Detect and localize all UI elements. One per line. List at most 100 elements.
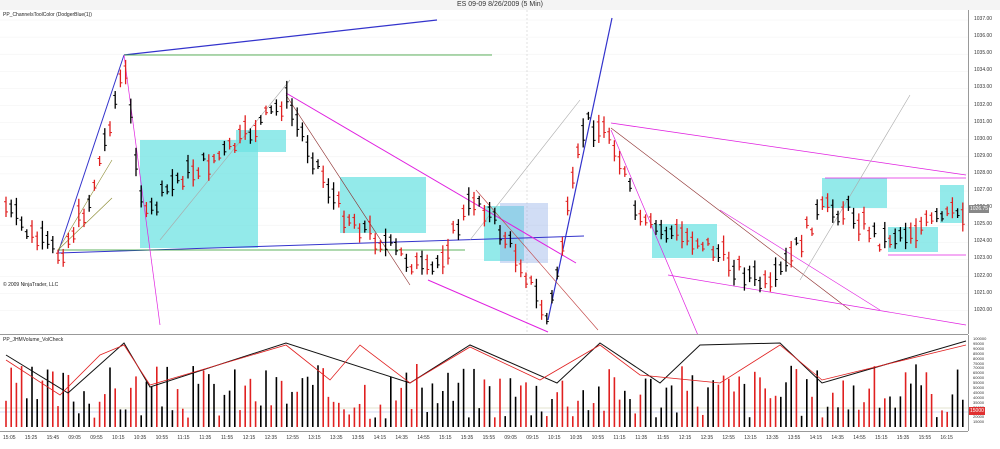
price-tick-label: 1035.00 (974, 50, 993, 57)
volume-tick-label: 70000 (973, 365, 985, 371)
trend-line (547, 17, 613, 321)
time-axis: 15:05 15:25 15:45 09:05 09:55 10:15 10:35 10:55… (0, 431, 968, 449)
time-tick-label: 15:25 (24, 435, 38, 441)
volume-tick-label: 45000 (973, 389, 985, 395)
price-tick-label: 1037.00 (974, 16, 993, 22)
trend-line (57, 54, 125, 254)
volume-axis: 100000 95000 90000 85000 80000 75000 70000 6500… (968, 335, 1000, 431)
time-tick-label: 13:55 (787, 435, 801, 441)
volume-panel[interactable]: PP_JHMVolume_VolCheck (0, 335, 968, 431)
price-tick-label: 1028.00 (974, 169, 993, 176)
time-tick-label: 13:15 (308, 435, 321, 441)
price-tick-label: 1023.00 (974, 255, 993, 262)
volume-tick-label: 15000 (973, 419, 985, 425)
price-tick-label: 1033.00 (974, 84, 993, 91)
trend-line (285, 94, 411, 286)
current-volume-marker: 15000 (969, 407, 985, 415)
price-tick-label: 1025.00 (974, 221, 993, 228)
price-tick-label: 1031.00 (974, 118, 993, 125)
volume-indicator-label: PP_JHMVolume_VolCheck (3, 337, 64, 343)
time-tick-label: 11:15 (613, 435, 626, 441)
time-tick-label: 09:05 (68, 435, 81, 441)
trend-line (57, 159, 113, 251)
time-tick-label: 15:15 (875, 435, 888, 441)
volume-chart-svg (0, 340, 968, 427)
volume-tick-label: 50000 (973, 385, 985, 390)
volume-tick-label: 85000 (973, 350, 985, 356)
price-tick-label: 1027.00 (974, 187, 993, 193)
price-tick-label: 1020.00 (974, 306, 993, 313)
time-tick-label: 11:35 (199, 435, 212, 441)
price-tick-label: 1029.00 (974, 152, 993, 159)
volume-tick-label: 95000 (973, 340, 985, 346)
price-tick-label: 1024.00 (974, 238, 993, 245)
volume-tick-label: 65000 (973, 370, 985, 376)
time-tick-label: 15:35 (460, 435, 474, 441)
time-tick-label: 15:05 (3, 435, 16, 441)
trend-line (285, 92, 577, 264)
time-tick-label: 12:55 (722, 435, 735, 441)
volume-tick-label: 60000 (973, 375, 985, 381)
trend-line (57, 197, 113, 251)
channel-box (888, 227, 938, 252)
channel-box (340, 177, 426, 233)
trend-line (427, 279, 549, 333)
trend-line (159, 79, 291, 241)
time-tick-label: 13:55 (351, 435, 365, 441)
time-tick-label: 15:55 (918, 435, 932, 441)
time-tick-label: 14:35 (395, 435, 408, 441)
volume-tick-label: 90000 (973, 345, 985, 351)
volume-tick-label: 20000 (973, 414, 985, 420)
volume-tick-label: 100000 (973, 336, 987, 341)
price-tick-label: 1032.00 (974, 101, 993, 108)
trend-line (667, 274, 967, 326)
trend-line (475, 189, 599, 331)
time-tick-label: 10:55 (591, 435, 605, 441)
time-tick-label: 10:15 (548, 435, 561, 441)
price-tick-label: 1034.00 (974, 67, 993, 74)
trend-line (123, 19, 438, 56)
volume-zigzag (5, 340, 967, 394)
trend-line (469, 99, 581, 241)
time-tick-label: 12:55 (286, 435, 299, 441)
time-tick-label: 10:55 (155, 435, 169, 441)
trend-line (719, 209, 881, 311)
trend-line (799, 94, 911, 281)
price-tick-label: 1021.00 (974, 289, 993, 296)
time-tick-label: 14:55 (417, 435, 430, 441)
time-tick-label: 10:35 (133, 435, 147, 441)
time-tick-label: 11:55 (221, 435, 234, 441)
time-tick-label: 11:15 (177, 435, 190, 441)
channel-box (236, 130, 286, 152)
channel-box (484, 206, 524, 261)
time-tick-label: 13:35 (330, 435, 343, 441)
time-tick-label: 10:35 (569, 435, 583, 441)
copyright-text: © 2009 NinjaTrader, LLC (3, 282, 59, 288)
time-tick-label: 14:15 (373, 435, 387, 441)
time-tick-label: 13:35 (766, 435, 779, 441)
time-tick-label: 16:15 (940, 435, 953, 441)
time-tick-label: 15:15 (439, 435, 452, 441)
time-tick-label: 12:35 (264, 435, 278, 441)
time-tick-label: 15:35 (896, 435, 910, 441)
time-tick-label: 10:15 (112, 435, 125, 441)
trend-line (610, 129, 698, 334)
channel-box (822, 178, 887, 208)
time-tick-label: 11:35 (635, 435, 648, 441)
trend-line (123, 54, 161, 326)
price-tick-label: 1022.00 (974, 272, 993, 279)
time-tick-label: 14:55 (853, 435, 866, 441)
time-tick-label: 12:15 (678, 435, 692, 441)
trend-line (610, 122, 967, 176)
time-tick-label: 09:15 (526, 435, 539, 441)
volume-zigzag (5, 344, 967, 396)
time-tick-label: 13:15 (744, 435, 757, 441)
time-tick-label: 14:15 (809, 435, 823, 441)
volume-tick-label: 55000 (973, 380, 985, 386)
price-panel[interactable]: PP_ChannelsToolColor (DodgerBlue(1)) © 2… (0, 10, 968, 335)
price-chart-svg (0, 10, 968, 334)
price-axis: 1037.00 1036.00 1035.00 1034.00 1033.00 1032.… (968, 10, 1000, 334)
time-tick-label: 09:05 (504, 435, 517, 441)
time-tick-label: 12:15 (242, 435, 256, 441)
volume-tick-label: 35000 (973, 399, 985, 405)
